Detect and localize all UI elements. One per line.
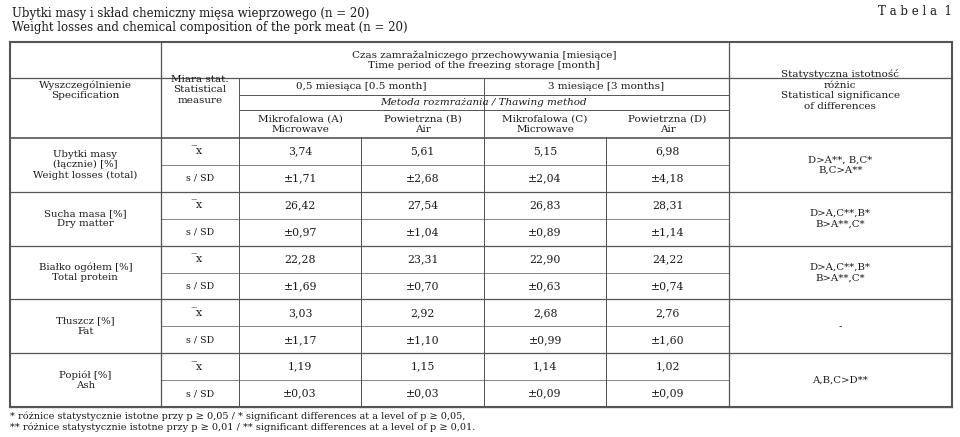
Text: Powietrzna (D)
Air: Powietrzna (D) Air — [629, 114, 707, 134]
Text: 6,98: 6,98 — [656, 146, 680, 156]
Text: 23,31: 23,31 — [407, 254, 439, 264]
Text: Mikrofalowa (A)
Microwave: Mikrofalowa (A) Microwave — [257, 114, 343, 134]
Text: D>A,C**,B*
B>A**,C*: D>A,C**,B* B>A**,C* — [810, 263, 871, 282]
Text: Sucha masa [%]
Dry matter: Sucha masa [%] Dry matter — [44, 209, 127, 229]
Text: -: - — [839, 322, 842, 331]
Text: 3 miesiące [3 months]: 3 miesiące [3 months] — [548, 82, 664, 91]
Text: 2,76: 2,76 — [656, 308, 680, 318]
Text: ±1,69: ±1,69 — [283, 281, 317, 291]
Text: D>A,C**,B*
B>A**,C*: D>A,C**,B* B>A**,C* — [810, 209, 871, 229]
Text: Miara stat.
Statistical
measure: Miara stat. Statistical measure — [171, 75, 228, 105]
Text: 3,03: 3,03 — [288, 308, 312, 318]
Text: ±0,99: ±0,99 — [528, 335, 562, 345]
Text: s / SD: s / SD — [185, 228, 214, 237]
Text: 1,15: 1,15 — [411, 362, 435, 371]
Text: D>A**, B,C*
B,C>A**: D>A**, B,C* B,C>A** — [808, 155, 873, 175]
Text: T a b e l a  1: T a b e l a 1 — [878, 5, 952, 18]
Text: A,B,C>D**: A,B,C>D** — [812, 375, 868, 385]
Text: Powietrzna (B)
Air: Powietrzna (B) Air — [384, 114, 462, 134]
Text: * różnice statystycznie istotne przy p ≥ 0,05 / * significant differences at a l: * różnice statystycznie istotne przy p ≥… — [10, 411, 466, 421]
Text: ±0,97: ±0,97 — [283, 227, 317, 237]
Text: ̅x: ̅x — [197, 308, 203, 318]
Text: Tłuszcz [%]
Fat: Tłuszcz [%] Fat — [56, 316, 114, 336]
Text: Metoda rozmrażania / Thawing method: Metoda rozmrażania / Thawing method — [380, 98, 588, 107]
Text: Ubytki masy i skład chemiczny mięsa wieprzowego (n = 20): Ubytki masy i skład chemiczny mięsa wiep… — [12, 7, 370, 20]
Text: Weight losses and chemical composition of the pork meat (n = 20): Weight losses and chemical composition o… — [12, 21, 408, 35]
Text: s / SD: s / SD — [185, 174, 214, 183]
Text: 5,61: 5,61 — [411, 146, 435, 156]
Text: ±1,14: ±1,14 — [651, 227, 684, 237]
Text: 2,92: 2,92 — [411, 308, 435, 318]
Text: ̅x: ̅x — [197, 200, 203, 210]
Text: 2,68: 2,68 — [533, 308, 558, 318]
Text: s / SD: s / SD — [185, 389, 214, 398]
Text: s / SD: s / SD — [185, 335, 214, 344]
Text: Czas zamražalniczego przechowywania [miesiące]
Time period of the freezing stora: Czas zamražalniczego przechowywania [mie… — [351, 50, 616, 70]
Text: 5,15: 5,15 — [533, 146, 557, 156]
Text: ±0,09: ±0,09 — [528, 388, 562, 399]
Text: ̅x: ̅x — [197, 146, 203, 156]
Text: ±1,17: ±1,17 — [283, 335, 317, 345]
Text: ±2,04: ±2,04 — [528, 173, 562, 184]
Text: ±0,03: ±0,03 — [283, 388, 317, 399]
Text: Wyszczególnienie
Specification: Wyszczególnienie Specification — [38, 80, 132, 100]
Text: 22,28: 22,28 — [284, 254, 316, 264]
Text: 28,31: 28,31 — [652, 200, 684, 210]
Text: 22,90: 22,90 — [529, 254, 561, 264]
Text: Białko ogółem [%]
Total protein: Białko ogółem [%] Total protein — [38, 263, 132, 282]
Text: ±0,09: ±0,09 — [651, 388, 684, 399]
Text: ±0,89: ±0,89 — [528, 227, 562, 237]
Text: ̅x: ̅x — [197, 362, 203, 371]
Text: ±0,63: ±0,63 — [528, 281, 562, 291]
Text: 1,14: 1,14 — [533, 362, 557, 371]
Text: s / SD: s / SD — [185, 281, 214, 291]
Text: ±0,03: ±0,03 — [406, 388, 440, 399]
Text: 1,02: 1,02 — [656, 362, 680, 371]
Text: Mikrofalowa (C)
Microwave: Mikrofalowa (C) Microwave — [502, 114, 588, 134]
Text: ±1,71: ±1,71 — [283, 173, 317, 184]
Text: Popiół [%]
Ash: Popiół [%] Ash — [60, 370, 111, 390]
Text: ±1,04: ±1,04 — [406, 227, 440, 237]
Text: ±2,68: ±2,68 — [406, 173, 440, 184]
Text: ±0,70: ±0,70 — [406, 281, 440, 291]
Text: ±4,18: ±4,18 — [651, 173, 684, 184]
Text: ±1,10: ±1,10 — [406, 335, 440, 345]
Text: 27,54: 27,54 — [407, 200, 438, 210]
Text: 0,5 miesiąca [0.5 month]: 0,5 miesiąca [0.5 month] — [296, 82, 426, 91]
Text: 24,22: 24,22 — [652, 254, 684, 264]
Text: 1,19: 1,19 — [288, 362, 312, 371]
Text: 26,42: 26,42 — [284, 200, 316, 210]
Text: ̅x: ̅x — [197, 254, 203, 264]
Text: Ubytki masy
(łącznie) [%]
Weight losses (total): Ubytki masy (łącznie) [%] Weight losses … — [34, 150, 137, 180]
Text: ±1,60: ±1,60 — [651, 335, 684, 345]
Text: ** różnice statystycznie istotne przy p ≥ 0,01 / ** significant differences at a: ** różnice statystycznie istotne przy p … — [10, 422, 475, 432]
Text: ±0,74: ±0,74 — [651, 281, 684, 291]
Text: 3,74: 3,74 — [288, 146, 312, 156]
Text: 26,83: 26,83 — [529, 200, 561, 210]
Text: Statystyczna istotność
różnic
Statistical significance
of differences: Statystyczna istotność różnic Statistica… — [780, 69, 900, 111]
